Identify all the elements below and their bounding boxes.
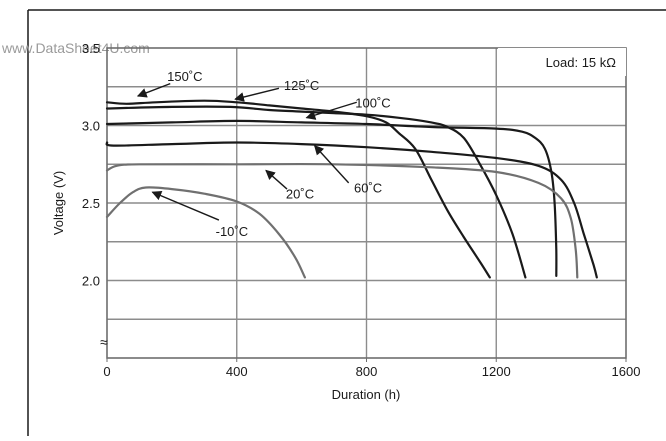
x-axis-title: Duration (h) [332,387,401,402]
y-tick-label: 2.5 [82,196,100,211]
grid [107,48,626,358]
load-label-box [498,48,626,76]
annotation-arrow [136,82,171,98]
x-tick-label: 800 [356,364,378,379]
load-label: Load: 15 kΩ [546,55,617,70]
annotation-label: 125˚C [284,78,319,93]
tick-labels: 0 400 800 1200 1600 2.0 2.5 3.0 3.5 [82,41,641,379]
annotation-label: 150˚C [167,69,202,84]
annotation-label: 100˚C [355,95,390,110]
annotation-arrow [151,191,220,221]
x-tick-label: 0 [103,364,110,379]
annotation-arrow [313,144,350,184]
series-line-150c [105,99,491,279]
y-tick-label: 3.5 [82,41,100,56]
y-tick-label: 2.0 [82,274,100,289]
series-line-100c [105,119,558,277]
y-tick-label: 3.0 [82,119,100,134]
series-line-125c [105,105,527,279]
series-group [105,99,598,279]
y-axis-title: Voltage (V) [51,171,66,235]
series-line-60c [105,141,598,279]
annotation-label: -10˚C [216,224,249,239]
x-tick-label: 1200 [482,364,511,379]
annotations-group: 150˚C 125˚C 100˚C 60˚C 20˚C -10˚C [136,69,391,239]
annotation-arrow [234,87,280,102]
watermark-text: www.DataSheet4U.com [1,40,150,56]
x-tick-label: 400 [226,364,248,379]
axis-break-symbol: ≈ [100,334,108,350]
annotation-label: 60˚C [354,181,382,196]
annotation-label: 20˚C [286,187,314,202]
x-tick-label: 1600 [612,364,641,379]
annotation-arrow [305,101,357,120]
series-line--10c [105,186,306,279]
annotation-arrow [265,169,288,190]
series-line-20c [105,162,579,279]
